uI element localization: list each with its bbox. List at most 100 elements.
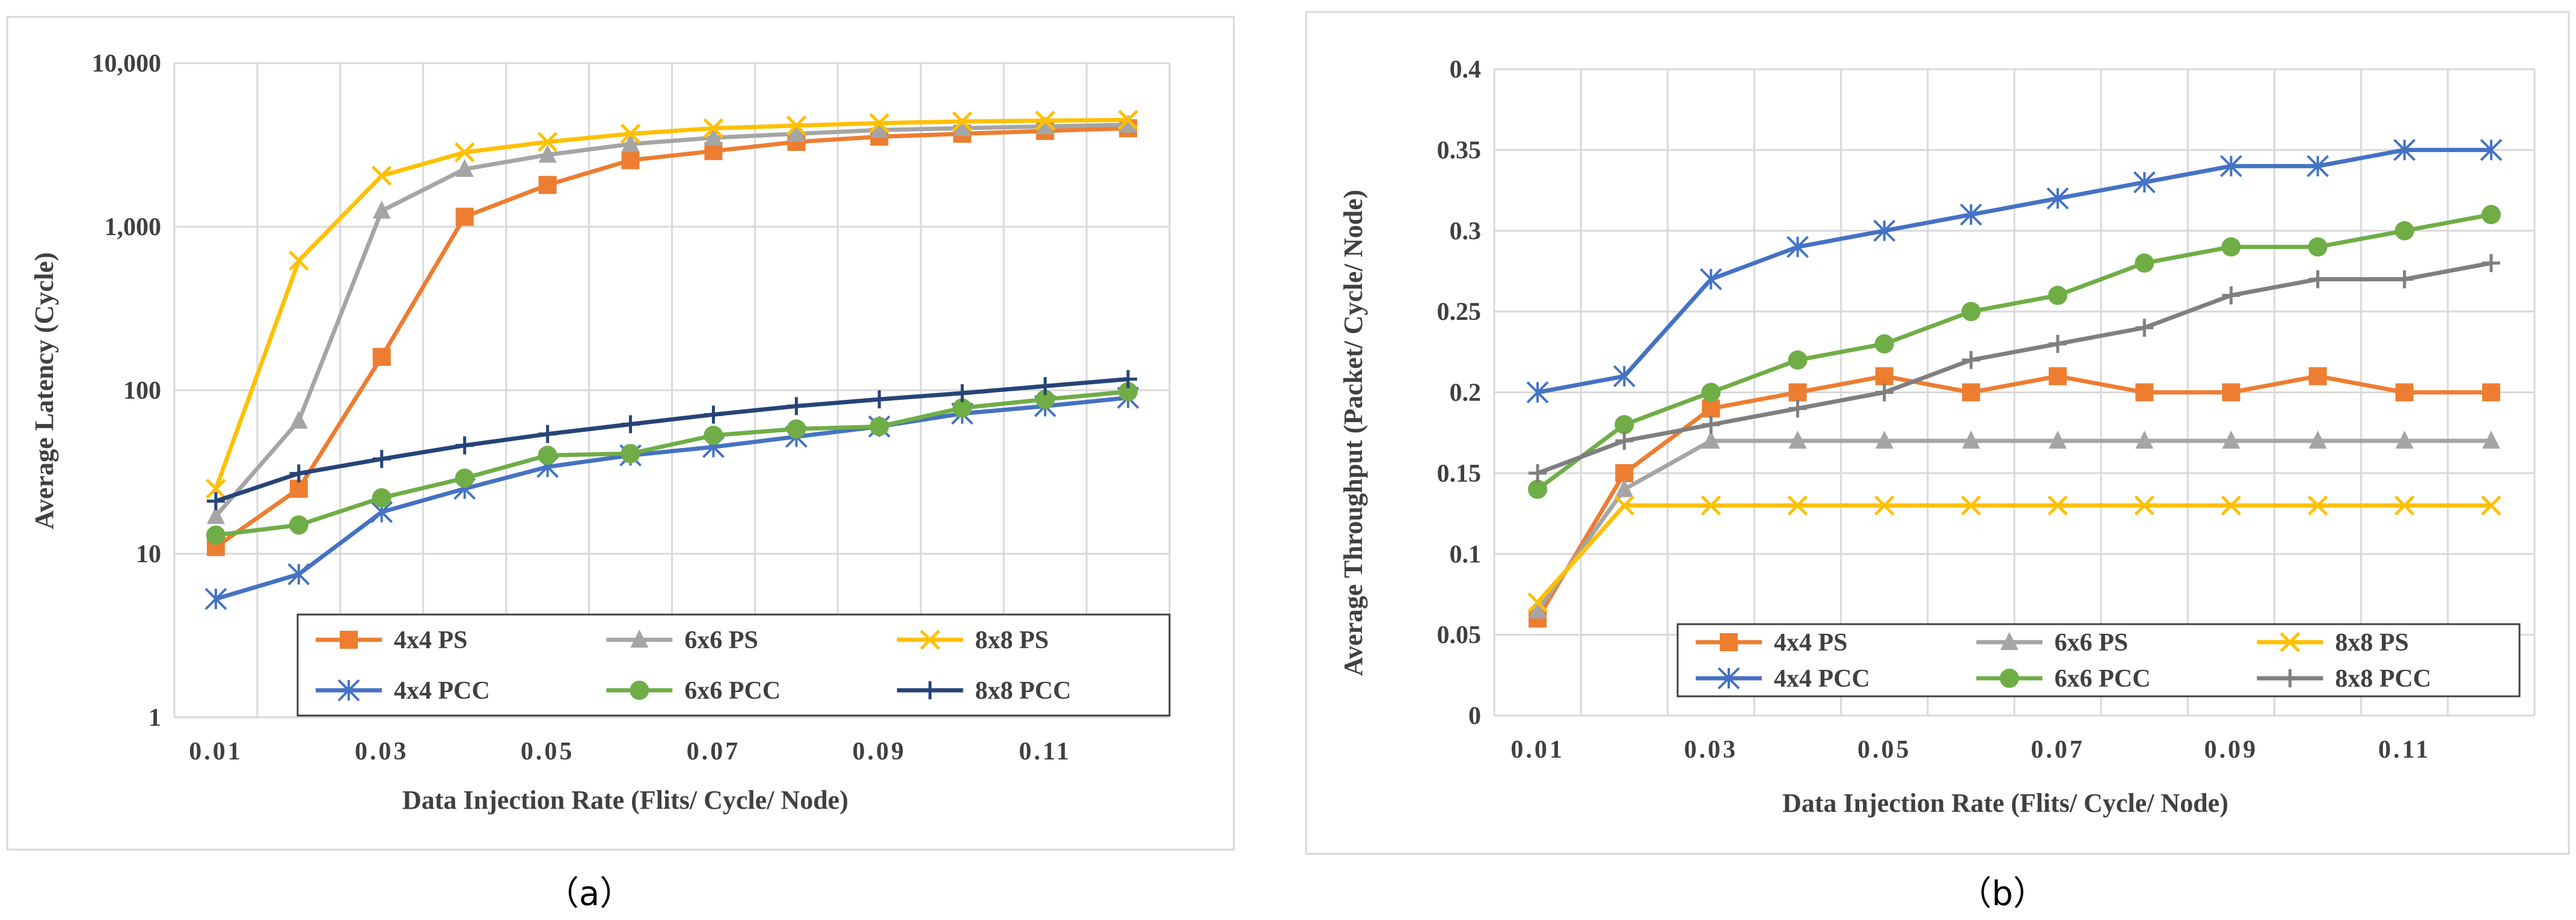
- a-data-point: [1118, 382, 1138, 402]
- b-data-point: [2308, 270, 2327, 289]
- b-series-8x8-ps: [1527, 495, 2501, 613]
- a-data-point: [538, 425, 557, 443]
- a-series-8x8-pcc: [206, 370, 1138, 511]
- b-series-8x8-pcc: [1529, 254, 2500, 482]
- b-data-point: [2135, 431, 2154, 449]
- b-data-point: [2221, 237, 2241, 257]
- a-data-point: [787, 123, 806, 142]
- b-data-point: [2222, 286, 2240, 305]
- b-legend-marker: [2000, 632, 2019, 650]
- a-legend-item: 8x8 PS: [897, 627, 1049, 654]
- chart-a-y-axis-label: Average Latency (Cycle): [29, 253, 59, 530]
- b-legend-label: 4x4 PCC: [1774, 665, 1870, 693]
- a-data-point: [621, 444, 640, 464]
- chart-b-gridlines: [1493, 68, 2536, 717]
- b-data-point: [2134, 495, 2155, 516]
- b-series-line: [1536, 261, 2492, 476]
- b-data-point: [1615, 479, 1634, 497]
- b-y-tick-label: 0.4: [1450, 56, 1482, 84]
- chart-b-legend: 4x4 PS 6x6 PS 8x8 PS 4x4 PCC 6x6 PCC 8x8 PCC: [1676, 623, 2521, 698]
- chart-a-legend: 4x4 PS 6x6 PS 8x8 PS 4x4 PCC 6x6 PCC 8x8 PCC: [296, 613, 1171, 717]
- a-legend-box: [296, 613, 1171, 717]
- b-data-point: [1787, 495, 1808, 516]
- a-legend-marker: [337, 679, 360, 702]
- b-data-point: [1873, 219, 1896, 242]
- a-data-point: [204, 587, 227, 610]
- b-series-4x4-pcc: [1526, 138, 2503, 403]
- a-data-point: [1035, 390, 1055, 409]
- a-legend-item: 4x4 PCC: [316, 677, 490, 705]
- a-legend-marker: [921, 681, 939, 699]
- b-data-point: [2048, 286, 2068, 305]
- a-data-point: [372, 165, 392, 186]
- b-legend-label: 8x8 PCC: [2335, 665, 2431, 693]
- a-data-point: [455, 207, 474, 226]
- a-data-point: [1119, 370, 1138, 388]
- a-data-point: [454, 142, 475, 163]
- b-series-6x6-ps: [1529, 431, 2500, 619]
- a-data-point: [703, 118, 724, 139]
- b-data-point: [2482, 431, 2500, 449]
- b-y-tick-label: 0.1: [1450, 541, 1482, 568]
- a-data-point: [1035, 110, 1055, 131]
- chart-b-series: [1526, 138, 2503, 628]
- a-data-point: [1036, 377, 1055, 396]
- a-data-point: [206, 506, 225, 524]
- b-data-point: [2222, 431, 2240, 449]
- a-data-point: [206, 492, 225, 511]
- b-data-point: [2220, 155, 2242, 177]
- a-series-line: [214, 122, 1129, 518]
- b-legend-item: 8x8 PCC: [2257, 665, 2431, 693]
- b-series-line: [1536, 212, 2492, 491]
- b-data-point: [2480, 138, 2503, 161]
- b-data-point: [1875, 431, 1894, 449]
- b-data-point: [2047, 495, 2068, 516]
- b-data-point: [1614, 495, 1635, 516]
- b-data-point: [2222, 383, 2240, 402]
- b-data-point: [2308, 431, 2327, 449]
- b-legend-item: 4x4 PS: [1696, 629, 1848, 657]
- b-data-point: [1875, 367, 1894, 385]
- b-x-tick-label: 0.05: [1857, 736, 1912, 764]
- a-data-point: [372, 348, 391, 366]
- a-data-point: [869, 112, 890, 133]
- b-data-point: [1788, 399, 1807, 418]
- a-series-8x8-ps: [206, 109, 1138, 499]
- a-legend-item: 6x6 PS: [606, 627, 758, 654]
- b-legend-marker: [2280, 632, 2301, 652]
- b-data-point: [2049, 367, 2067, 385]
- b-data-point: [1786, 236, 1809, 259]
- b-x-tick-label: 0.11: [2378, 736, 2430, 764]
- a-data-point: [870, 390, 889, 409]
- b-legend-label: 6x6 PS: [2055, 629, 2129, 657]
- b-data-point: [1700, 268, 1722, 290]
- b-data-point: [2307, 495, 2328, 516]
- b-data-point: [2395, 270, 2414, 289]
- a-data-point: [537, 132, 558, 152]
- b-y-tick-label: 0.35: [1437, 136, 1482, 164]
- b-x-tick-label: 0.01: [1510, 736, 1565, 764]
- b-series-line: [1536, 374, 2491, 620]
- a-data-point: [372, 450, 391, 468]
- caption-b: （b）: [1958, 874, 2047, 913]
- b-data-point: [1702, 399, 1720, 418]
- b-data-point: [2046, 187, 2069, 210]
- b-data-point: [2481, 204, 2501, 224]
- a-data-point: [786, 115, 807, 136]
- a-legend-label: 8x8 PS: [975, 627, 1049, 654]
- a-legend-marker: [340, 631, 358, 649]
- b-data-point: [2308, 237, 2328, 257]
- a-series-line: [215, 395, 1129, 601]
- b-y-tick-label: 0.05: [1437, 622, 1482, 649]
- a-data-point: [372, 200, 391, 219]
- b-data-point: [1961, 351, 1980, 369]
- b-series-line: [1536, 503, 2491, 604]
- b-data-point: [1875, 383, 1894, 402]
- a-legend-label: 8x8 PCC: [975, 677, 1072, 705]
- a-legend-label: 6x6 PS: [684, 627, 758, 654]
- chart-a-latency: 1 10 100 1,000 10,000 0.01 0.03 0.05 0.07 0.09 0.1…: [6, 16, 1235, 851]
- b-data-point: [2394, 495, 2415, 516]
- a-legend-marker: [630, 630, 649, 648]
- b-x-tick-label: 0.03: [1684, 736, 1738, 764]
- a-data-point: [538, 446, 557, 465]
